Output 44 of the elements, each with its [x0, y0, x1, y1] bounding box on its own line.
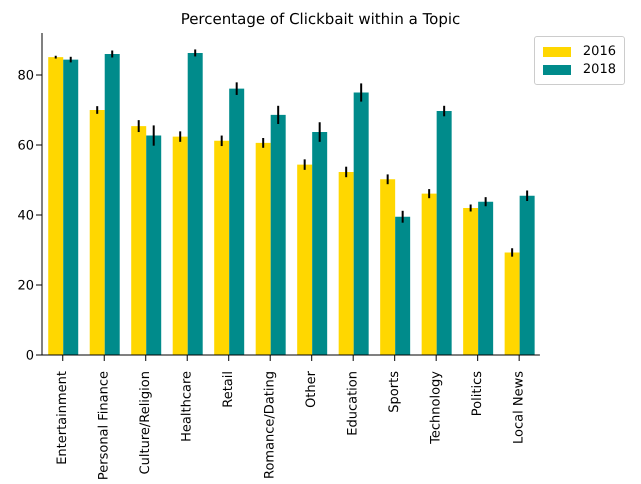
bar: [463, 208, 478, 355]
legend-label: 2018: [582, 62, 616, 77]
x-tick-label: Healthcare: [180, 371, 195, 442]
legend-label: 2016: [582, 44, 616, 59]
bar: [338, 172, 354, 355]
x-tick-label: Romance/Dating: [262, 371, 278, 479]
bar: [48, 57, 64, 355]
x-tick-label: Other: [304, 370, 320, 408]
bar: [422, 194, 437, 355]
y-tick-label: 20: [17, 278, 34, 294]
bar: [270, 114, 286, 355]
bar: [312, 132, 328, 355]
bar: [172, 136, 188, 355]
bar: [188, 52, 203, 355]
bar: [229, 88, 244, 355]
bar: [297, 164, 312, 355]
x-tick-label: Local News: [512, 370, 527, 444]
x-tick-label: Retail: [221, 371, 236, 408]
bar: [395, 216, 410, 355]
bar: [131, 126, 146, 355]
x-tick-label: Entertainment: [55, 371, 70, 465]
bar: [214, 140, 230, 355]
bar: [146, 136, 162, 355]
y-tick-label: 40: [17, 208, 34, 224]
bar: [436, 111, 452, 355]
bar: [90, 110, 105, 355]
bar: [354, 92, 369, 355]
y-tick-label: 80: [17, 68, 34, 84]
bar: [478, 202, 494, 355]
x-tick-label: Politics: [470, 370, 486, 416]
y-tick-label: 0: [26, 348, 34, 364]
y-tick-label: 60: [17, 138, 34, 154]
chart-title: Percentage of Clickbait within a Topic: [180, 9, 462, 30]
bar: [520, 196, 535, 355]
bar: [63, 60, 78, 355]
x-tick-label: Personal Finance: [96, 371, 112, 480]
x-tick-label: Sports: [387, 370, 402, 413]
x-tick-label: Education: [346, 371, 361, 436]
x-tick-label: Culture/Religion: [138, 371, 154, 474]
bar: [256, 142, 271, 355]
bar: [104, 54, 120, 355]
bar: [504, 252, 520, 355]
x-tick-label: Technology: [428, 370, 444, 445]
bar: [380, 179, 396, 355]
